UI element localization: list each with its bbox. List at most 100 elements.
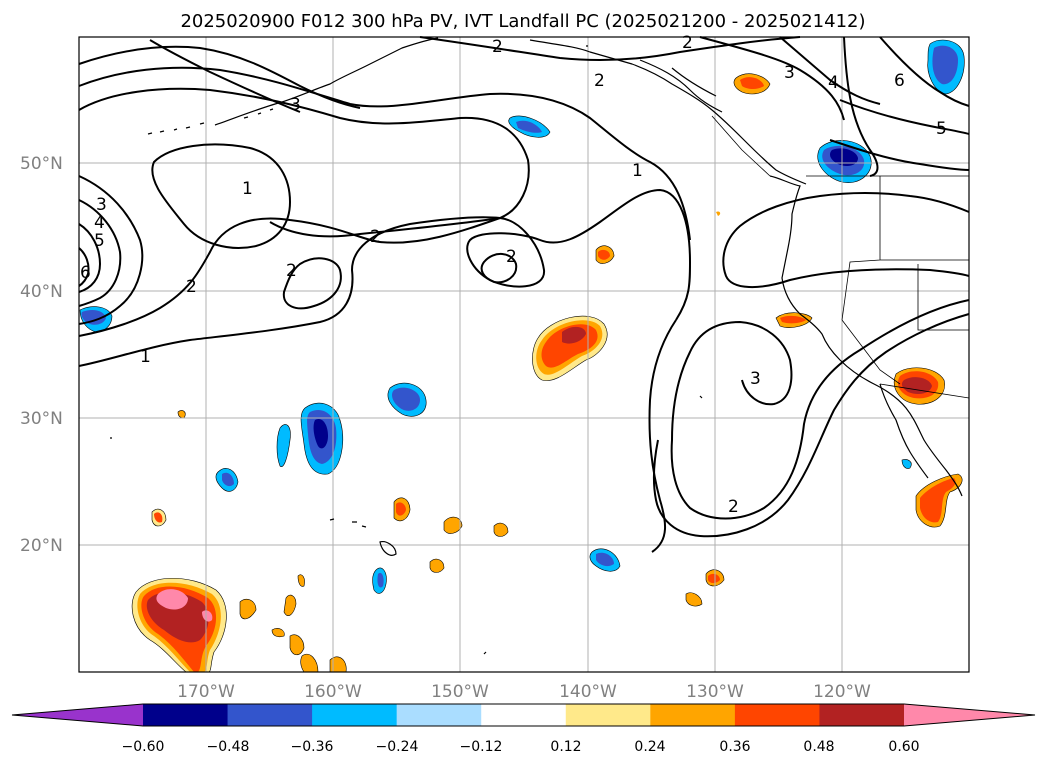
colorbar-segments — [11, 703, 1036, 727]
colorbar-segment — [312, 704, 398, 726]
hawaii — [329, 518, 397, 556]
contour-label: 2 — [506, 247, 517, 267]
contour-line — [78, 199, 122, 307]
contour-line — [699, 36, 845, 121]
colorbar: −0.60 −0.48 −0.36 −0.24 −0.12 0.12 0.24 … — [11, 703, 1036, 755]
contour-label: 6 — [894, 71, 905, 91]
contour-label: 1 — [140, 347, 151, 367]
contour-label: 2 — [682, 33, 693, 53]
contour-line — [78, 247, 90, 287]
pv-blob-negative — [830, 148, 858, 166]
contour-line — [779, 36, 881, 105]
pv-blob-positive — [443, 516, 463, 534]
lat-label: 40°N — [20, 282, 63, 302]
pv-blob-negative — [901, 459, 912, 469]
contour-line — [78, 175, 144, 325]
contour-label: 2 — [728, 497, 739, 517]
colorbar-segment — [396, 704, 482, 726]
pv-blob-positive — [396, 502, 406, 516]
pv-contours — [78, 36, 970, 553]
alaska-coast — [529, 39, 807, 185]
pv-blob-positive — [154, 512, 163, 523]
lon-labels: 170°W 160°W 150°W 140°W 130°W 120°W — [177, 682, 871, 702]
contour-line — [652, 313, 970, 538]
contour-label: 2 — [186, 277, 197, 297]
na-west-coast — [769, 175, 963, 497]
lon-label: 150°W — [431, 682, 489, 702]
pv-blob-positive — [685, 592, 703, 607]
pv-blob-positive — [598, 249, 610, 260]
colorbar-ticks: −0.60 −0.48 −0.36 −0.24 −0.12 0.12 0.24 … — [122, 739, 920, 755]
pv-blob-positive — [271, 628, 285, 638]
contour-line — [419, 36, 801, 61]
colorbar-segment — [143, 704, 229, 726]
lon-label: 140°W — [559, 682, 617, 702]
lat-label: 50°N — [20, 154, 63, 174]
graticule — [79, 37, 969, 672]
colorbar-tick-label: −0.48 — [207, 739, 250, 755]
contour-label: 3 — [750, 369, 761, 389]
pv-blob-negative — [313, 418, 328, 449]
alaska-canada-border — [711, 115, 771, 177]
contour-label: 1 — [242, 179, 253, 199]
contour-line — [839, 99, 970, 135]
colorbar-tick-label: −0.60 — [122, 739, 165, 755]
contour-line — [78, 45, 361, 109]
pv-blob-negative — [276, 424, 291, 467]
alaska-coast — [639, 59, 723, 113]
alaska-coast — [214, 37, 439, 126]
colorbar-tick-label: −0.24 — [376, 739, 419, 755]
pv-blob-positive — [740, 77, 764, 89]
pv-blob-positive — [297, 574, 305, 587]
lat-label: 30°N — [20, 409, 63, 429]
contour-label: 6 — [80, 263, 91, 283]
contour-label: 4 — [828, 73, 839, 93]
pv-blob-positive — [920, 478, 956, 523]
colorbar-tick-label: −0.12 — [460, 739, 503, 755]
pv-blob-negative — [377, 572, 384, 588]
pv-blob-negative — [516, 120, 542, 133]
contour-line — [78, 188, 692, 367]
contour-line — [78, 66, 691, 241]
pv-blob-positive — [283, 594, 297, 616]
pv-blob-positive — [901, 377, 932, 394]
lon-label: 170°W — [177, 682, 235, 702]
lat-labels: 20°N 30°N 40°N 50°N — [20, 154, 63, 556]
contour-labels: 1 1 1 2 2 2 2 2 2 2 2 3 3 3 4 4 5 5 6 6 … — [80, 33, 947, 517]
colorbar-segment — [227, 704, 313, 726]
map-frame — [78, 36, 970, 673]
pv-blob-negative — [81, 310, 106, 325]
contour-line — [648, 319, 677, 553]
pv-blob-positive — [708, 573, 720, 583]
contour-label: 5 — [94, 231, 105, 251]
contour-label: 3 — [96, 195, 107, 215]
contour-label: 5 — [936, 119, 947, 139]
colorbar-segment — [734, 704, 820, 726]
us-state-borders — [841, 176, 970, 399]
colorbar-segment — [819, 704, 905, 726]
colorbar-tick-label: 0.60 — [888, 739, 919, 755]
pv-blob-positive — [239, 598, 257, 620]
borders — [711, 115, 970, 399]
contour-line — [78, 87, 530, 238]
contour-line — [722, 192, 970, 289]
colorbar-tick-label: 0.36 — [719, 739, 750, 755]
colorbar-tick-label: −0.36 — [291, 739, 334, 755]
map-panel — [79, 37, 969, 672]
lat-label: 20°N — [20, 536, 63, 556]
contour-label: 3 — [784, 63, 795, 83]
colorbar-extend-min — [12, 704, 143, 726]
pv-blob-negative — [596, 552, 614, 567]
colorbar-outline — [11, 703, 1036, 727]
pv-blob-positive — [716, 211, 721, 216]
contour-line — [480, 253, 518, 284]
pv-blob-positive — [429, 558, 445, 573]
colorbar-tick-label: 0.48 — [803, 739, 834, 755]
pv-blob-positive — [493, 522, 509, 537]
pv-blob-positive — [289, 634, 305, 656]
lon-label: 160°W — [304, 682, 362, 702]
colorbar-extend-max — [904, 704, 1035, 726]
contour-label: 2 — [370, 227, 381, 247]
pv-blob-positive — [780, 315, 806, 324]
lon-label: 130°W — [686, 682, 744, 702]
